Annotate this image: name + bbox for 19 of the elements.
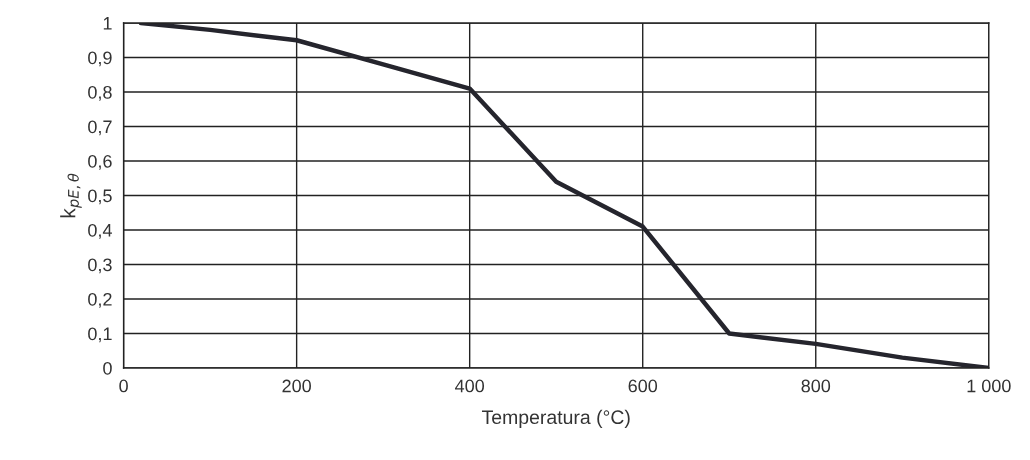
x-tick-label: 1 000 — [967, 379, 1011, 393]
x-tick-label: 400 — [455, 379, 485, 393]
x-axis-title: Temperatura (°C) — [481, 409, 630, 428]
y-tick-label: 0,3 — [88, 258, 112, 274]
y-axis-title: k$_{pE,θ}$ — [60, 173, 82, 218]
x-tick-label: 800 — [801, 379, 831, 393]
y-tick-label: 0,9 — [88, 51, 112, 67]
x-tick-label: 0 — [119, 379, 128, 393]
y-tick-label: 0,1 — [88, 327, 112, 343]
y-tick-label: 0,5 — [88, 189, 112, 205]
y-tick-label: 0,8 — [88, 85, 112, 101]
y-tick-label: 0,6 — [88, 154, 112, 170]
y-tick-label: 0,2 — [88, 292, 112, 308]
x-tick-label: 600 — [628, 379, 658, 393]
y-tick-label: 0,4 — [88, 223, 112, 239]
x-tick-label: 200 — [282, 379, 311, 393]
y-tick-label: 0,7 — [88, 120, 112, 136]
y-tick-label: 1 — [103, 17, 112, 30]
y-tick-label: 0 — [103, 361, 112, 375]
